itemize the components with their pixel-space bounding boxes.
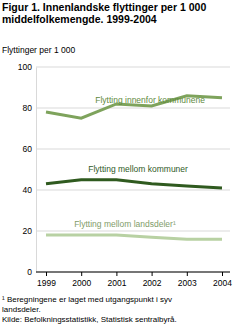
grid-line bbox=[36, 272, 230, 273]
y-axis: 0 20 40 60 80 100 bbox=[18, 62, 37, 277]
y-tick: 60 bbox=[23, 144, 36, 154]
y-tick: 80 bbox=[23, 103, 36, 113]
x-tick: 2002 bbox=[143, 272, 162, 288]
y-tick: 40 bbox=[23, 185, 36, 195]
y-tick-label: 60 bbox=[23, 144, 33, 154]
y-tick-label: 0 bbox=[27, 267, 32, 277]
x-tick-mark bbox=[81, 272, 82, 276]
y-tick-label: 80 bbox=[23, 103, 33, 113]
y-tick-label: 40 bbox=[23, 185, 33, 195]
y-tick: 100 bbox=[18, 62, 36, 72]
x-tick: 2003 bbox=[178, 272, 197, 288]
x-tick-label: 2000 bbox=[72, 278, 91, 288]
x-tick: 2004 bbox=[213, 272, 232, 288]
y-tick: 20 bbox=[23, 226, 36, 236]
grid-line bbox=[36, 108, 230, 109]
title: Figur 1. Innenlandske flyttinger per 1 0… bbox=[2, 1, 206, 25]
x-tick-mark bbox=[152, 272, 153, 276]
y-tick-label: 20 bbox=[23, 226, 33, 236]
grid-line bbox=[36, 149, 230, 150]
x-tick-mark bbox=[116, 272, 117, 276]
x-tick-label: 2001 bbox=[107, 278, 126, 288]
chart: Figur 1. Innenlandske flyttinger per 1 0… bbox=[0, 0, 237, 332]
x-tick-mark bbox=[187, 272, 188, 276]
y-tick-label: 100 bbox=[18, 62, 32, 72]
x-tick-mark bbox=[222, 272, 223, 276]
x-tick-label: 2003 bbox=[178, 278, 197, 288]
series-line bbox=[46, 180, 222, 188]
series-line bbox=[46, 235, 222, 239]
text-line: landsdeler. bbox=[2, 305, 41, 314]
grid-line bbox=[36, 190, 230, 191]
grid-line bbox=[36, 231, 230, 232]
text-line: ¹ Beregningene er laget med utgangspunkt… bbox=[2, 295, 172, 304]
x-tick: 1999 bbox=[37, 272, 56, 288]
series-label: Flytting mellom landsdeler¹ bbox=[74, 219, 176, 229]
y-tick: 0 bbox=[27, 267, 36, 277]
x-tick: 2000 bbox=[72, 272, 91, 288]
x-axis: 1999 2000 2001 2002 2003 2004 bbox=[36, 272, 232, 288]
footnote: ¹ Beregningene er laget med utgangspunkt… bbox=[2, 295, 172, 314]
x-tick: 2001 bbox=[107, 272, 126, 288]
x-tick-mark bbox=[46, 272, 47, 276]
text-line: Figur 1. Innenlandske flyttinger per 1 0… bbox=[2, 1, 206, 13]
plot-area bbox=[46, 96, 222, 240]
x-axis-line bbox=[36, 272, 230, 273]
series-label: Flytting innenfor kommunene bbox=[95, 95, 205, 105]
x-tick-label: 2004 bbox=[213, 278, 232, 288]
text-line: middelfolkemengde. 1999-2004 bbox=[2, 13, 157, 25]
y-axis-title: Flyttinger per 1 000 bbox=[2, 45, 76, 55]
series-label: Flytting mellom kommuner bbox=[88, 164, 188, 174]
x-tick-label: 2002 bbox=[143, 278, 162, 288]
x-tick-label: 1999 bbox=[37, 278, 56, 288]
y-axis-line bbox=[36, 68, 37, 273]
grid bbox=[36, 67, 230, 272]
source: Kilde: Befolkningsstatistikk, Statistisk… bbox=[2, 315, 177, 324]
grid-line bbox=[36, 67, 230, 68]
